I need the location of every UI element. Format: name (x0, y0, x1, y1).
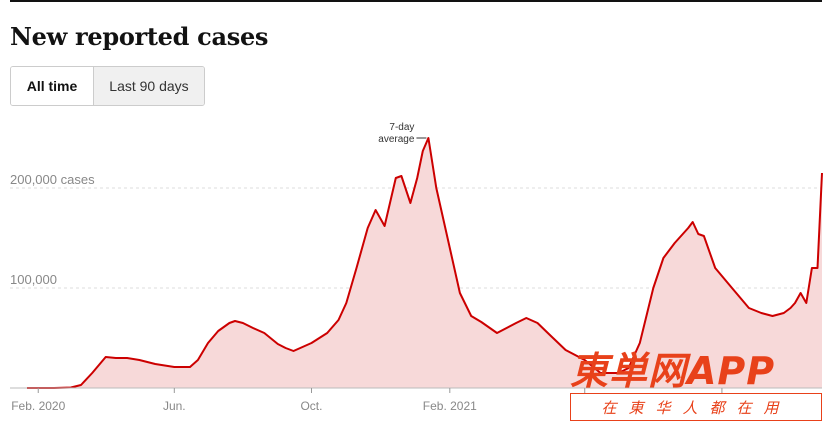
annotation-line1: 7-day (389, 122, 414, 133)
watermark-tagline: 在東华人都在用 (570, 393, 822, 421)
annotation-line2: average (378, 134, 415, 145)
x-tick-label: Feb. 2021 (423, 399, 477, 413)
x-tick-label: Jun. (163, 399, 186, 413)
tab-last-90-days[interactable]: Last 90 days (94, 67, 204, 105)
time-range-toggle: All time Last 90 days (10, 66, 205, 106)
y-tick-label: 100,000 (10, 272, 57, 287)
seven-day-average-line (27, 137, 823, 389)
tab-all-time[interactable]: All time (11, 67, 94, 105)
watermark-logo: 東単网APP (570, 349, 776, 393)
y-tick-label: 200,000 cases (10, 172, 95, 187)
cases-area (27, 138, 822, 388)
x-tick-label: Feb. 2020 (11, 399, 65, 413)
x-tick-label: Oct. (300, 399, 322, 413)
top-rule (10, 0, 822, 2)
page-title: New reported cases (10, 22, 269, 51)
